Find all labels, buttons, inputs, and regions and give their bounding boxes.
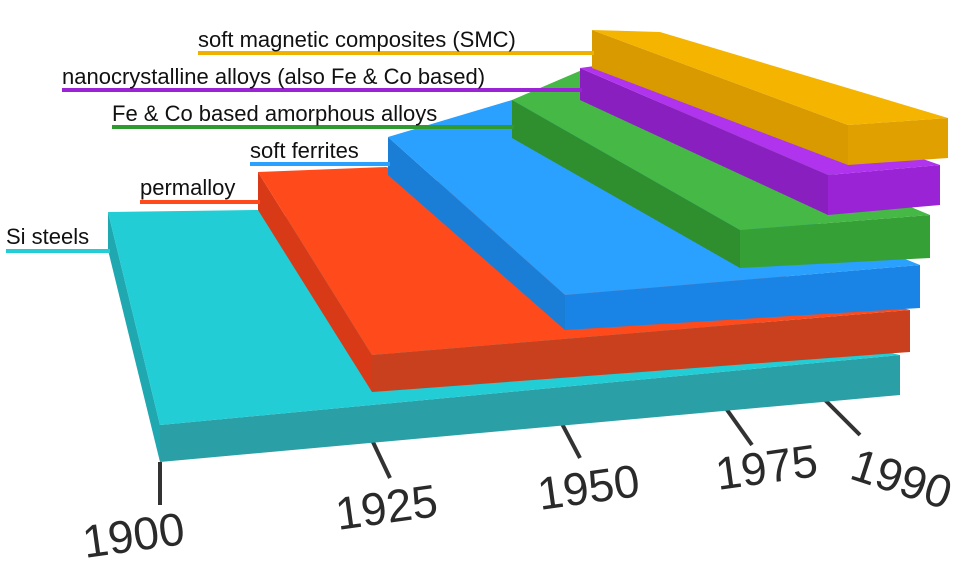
layer-label: nanocrystalline alloys (also Fe & Co bas…: [62, 64, 485, 89]
layer-label: soft ferrites: [250, 138, 359, 163]
axis-label: 1925: [332, 474, 441, 540]
axis-label: 1975: [712, 434, 821, 500]
axis-label: 1900: [79, 502, 188, 568]
layer-label: Si steels: [6, 224, 89, 249]
axis-label: 1990: [845, 438, 958, 519]
layer-label: Fe & Co based amorphous alloys: [112, 101, 437, 126]
label-underlines: [6, 51, 594, 253]
axis-label: 1950: [534, 454, 643, 520]
layer-smc: [592, 30, 948, 165]
layer-label: soft magnetic composites (SMC): [198, 27, 516, 52]
layer-label: permalloy: [140, 175, 235, 200]
